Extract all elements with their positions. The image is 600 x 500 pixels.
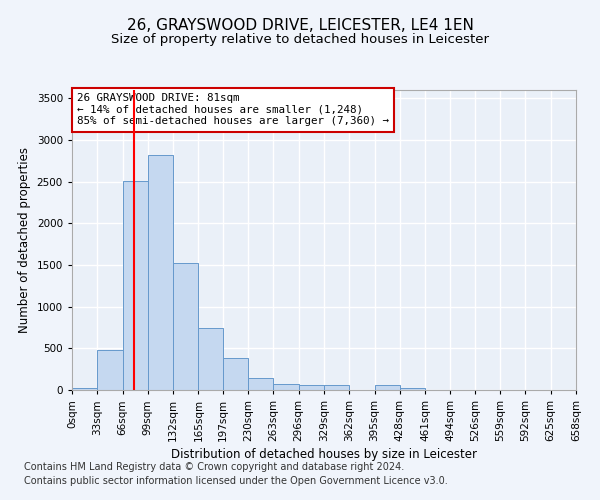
Bar bbox=[299, 386, 324, 390]
Bar bbox=[97, 350, 122, 390]
Bar bbox=[122, 181, 148, 390]
Bar bbox=[248, 378, 274, 390]
Bar bbox=[400, 388, 425, 390]
Text: Contains HM Land Registry data © Crown copyright and database right 2024.: Contains HM Land Registry data © Crown c… bbox=[24, 462, 404, 472]
Y-axis label: Number of detached properties: Number of detached properties bbox=[18, 147, 31, 333]
Bar bbox=[223, 358, 248, 390]
Text: 26 GRAYSWOOD DRIVE: 81sqm
← 14% of detached houses are smaller (1,248)
85% of se: 26 GRAYSWOOD DRIVE: 81sqm ← 14% of detac… bbox=[77, 93, 389, 126]
Bar bbox=[173, 264, 199, 390]
Bar bbox=[274, 384, 299, 390]
Bar bbox=[199, 328, 223, 390]
Bar bbox=[324, 386, 349, 390]
Bar bbox=[148, 155, 173, 390]
Bar bbox=[374, 386, 400, 390]
Bar bbox=[72, 388, 97, 390]
Text: Contains public sector information licensed under the Open Government Licence v3: Contains public sector information licen… bbox=[24, 476, 448, 486]
Text: 26, GRAYSWOOD DRIVE, LEICESTER, LE4 1EN: 26, GRAYSWOOD DRIVE, LEICESTER, LE4 1EN bbox=[127, 18, 473, 32]
Text: Size of property relative to detached houses in Leicester: Size of property relative to detached ho… bbox=[111, 32, 489, 46]
X-axis label: Distribution of detached houses by size in Leicester: Distribution of detached houses by size … bbox=[171, 448, 477, 461]
